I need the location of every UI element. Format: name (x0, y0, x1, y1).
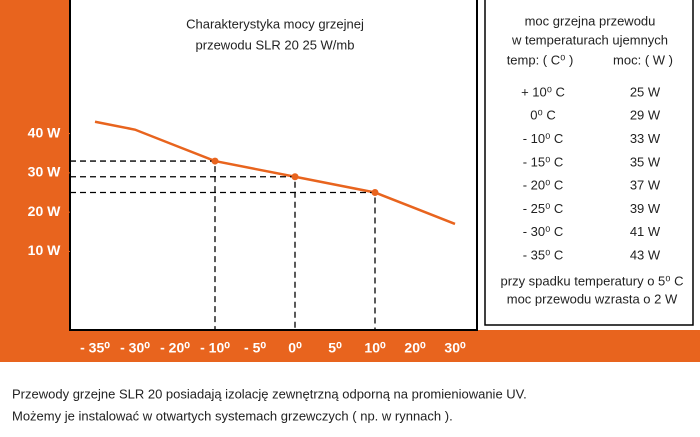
y-tick-label: 30 W (28, 164, 61, 180)
table-column: temp: ( C⁰ ) (507, 52, 574, 67)
y-tick-label: 20 W (28, 203, 61, 219)
table-cell: - 10⁰ C (523, 131, 564, 146)
x-tick-label: 20⁰ (404, 340, 426, 356)
plot-area (69, 0, 478, 331)
caption: Przewody grzejne SLR 20 posiadają izolac… (12, 386, 527, 401)
table-cell: 35 W (630, 154, 661, 169)
x-tick-label: 30⁰ (444, 340, 466, 356)
table-cell: - 30⁰ C (523, 224, 564, 239)
table-cell: - 25⁰ C (523, 201, 564, 216)
table-cell: + 10⁰ C (521, 84, 565, 99)
table-column: moc: ( W ) (613, 52, 673, 67)
caption: Możemy je instalować w otwartych systema… (12, 408, 453, 423)
chart-title: Charakterystyka mocy grzejnej (186, 16, 364, 31)
x-tick-label: 10⁰ (364, 340, 386, 356)
point (371, 189, 379, 196)
table-cell: 39 W (630, 201, 661, 216)
y-tick-label: 40 W (28, 124, 61, 140)
table-cell: 33 W (630, 131, 661, 146)
table-cell: 37 W (630, 178, 661, 193)
x-tick-label: 5⁰ (328, 340, 342, 356)
table-cell: 43 W (630, 248, 661, 263)
table-cell: - 20⁰ C (523, 178, 564, 193)
x-tick-label: 0⁰ (288, 340, 302, 356)
table-cell: 41 W (630, 224, 661, 239)
table-heading: moc grzejna przewodu (525, 13, 656, 28)
chart-title: przewodu SLR 20 25 W/mb (196, 37, 355, 52)
table-cell: - 15⁰ C (523, 154, 564, 169)
table-cell: 0⁰ C (530, 108, 555, 123)
table-note: moc przewodu wzrasta o 2 W (507, 291, 678, 306)
line (94, 120, 456, 226)
x-tick-label: - 5⁰ (244, 340, 266, 356)
table-cell: 25 W (630, 84, 661, 99)
table-heading: w temperaturach ujemnych (511, 32, 668, 47)
table-panel (484, 0, 694, 326)
x-tick-label: - 10⁰ (200, 340, 230, 356)
x-tick-label: - 35⁰ (80, 340, 110, 356)
frame (0, 330, 700, 362)
x-tick-label: - 20⁰ (160, 340, 190, 356)
frame (0, 0, 70, 362)
x-tick-label: - 30⁰ (120, 340, 150, 356)
table-note: przy spadku temperatury o 5⁰ C (501, 273, 684, 288)
point (291, 173, 299, 181)
point (211, 157, 219, 165)
y-tick-label: 10 W (28, 242, 61, 258)
table-cell: - 35⁰ C (523, 248, 564, 263)
table-cell: 29 W (630, 108, 661, 123)
